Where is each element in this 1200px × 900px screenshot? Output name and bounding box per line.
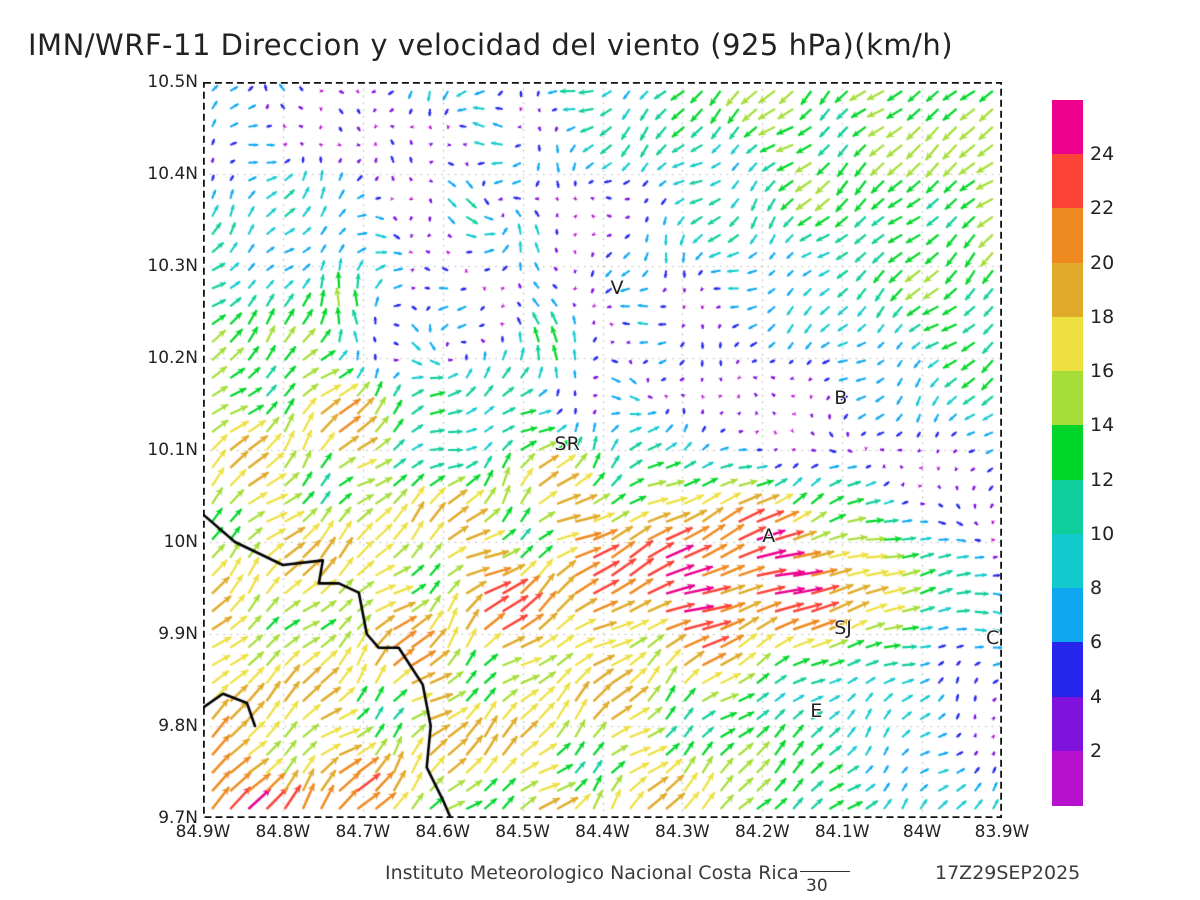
station-label-sj: SJ (834, 617, 852, 640)
x-axis-tick-label: 84.8W (255, 822, 311, 842)
colorbar-segment (1052, 208, 1083, 264)
vector-field-canvas (203, 82, 1002, 818)
station-label-sr: SR (554, 433, 580, 456)
station-label-e: E (810, 700, 823, 723)
colorbar-tick-label: 12 (1090, 468, 1115, 491)
station-label-a: A (762, 525, 776, 548)
colorbar-segment (1052, 154, 1083, 210)
colorbar-tick-label: 16 (1090, 360, 1115, 383)
colorbar-tick-label: 6 (1090, 631, 1103, 654)
colorbar-tick-label: 2 (1090, 739, 1103, 762)
colorbar-tick-label: 20 (1090, 251, 1115, 274)
colorbar-segment (1052, 479, 1083, 535)
colorbar-tick-label: 10 (1090, 522, 1115, 545)
x-axis-tick-label: 84.1W (814, 822, 870, 842)
colorbar-tick-label: 8 (1090, 577, 1103, 600)
colorbar-tick-label: 24 (1090, 143, 1115, 166)
scale-bar (800, 871, 850, 872)
colorbar-tick-label: 22 (1090, 197, 1115, 220)
y-axis-tick-label: 10.5N (147, 72, 198, 92)
x-axis-tick-label: 84.6W (415, 822, 471, 842)
y-axis-tick-label: 10.2N (147, 348, 198, 368)
colorbar-tick-label: 4 (1090, 685, 1103, 708)
y-axis-tick-label: 9.9N (158, 624, 198, 644)
x-axis-tick-label: 84W (902, 822, 942, 842)
y-axis-tick-label: 9.8N (158, 716, 198, 736)
x-axis-labels: 84.9W 84.8W 84.7W 84.6W 84.5W 84.4W 84.3W 84.2W… (176, 822, 1030, 850)
colorbar-segment (1052, 316, 1083, 372)
x-axis-tick-label: 84.9W (175, 822, 231, 842)
colorbar-segment (1052, 696, 1083, 752)
station-label-c: C (986, 626, 1000, 649)
y-axis-tick-label: 10.3N (147, 256, 198, 276)
wind-vector-plot: VBSRASJCIE (203, 82, 1002, 818)
x-axis-tick-label: 84.3W (655, 822, 710, 842)
colorbar-tick-labels: 24 22 20 18 16 14 12 10 8 6 4 2 (1052, 100, 1172, 805)
colorbar (1052, 100, 1083, 806)
y-axis-tick-label: 10.4N (147, 164, 198, 184)
colorbar-segment (1052, 642, 1083, 698)
x-axis-tick-label: 84.7W (335, 822, 391, 842)
page-title: IMN/WRF-11 Direccion y velocidad del vie… (28, 28, 954, 62)
colorbar-tick-label: 18 (1090, 305, 1115, 328)
colorbar-segment (1052, 371, 1083, 426)
colorbar-segment (1052, 533, 1083, 589)
colorbar-segment (1052, 100, 1083, 155)
footer-institution: Instituto Meteorologico Nacional Costa R… (385, 862, 799, 884)
colorbar-segment (1052, 588, 1083, 643)
footer-timestamp: 17Z29SEP2025 (935, 862, 1081, 884)
y-axis-labels: 10.5N 10.4N 10.3N 10.2N 10.1N 10N 9.9N 9.8N 9.7N (60, 72, 198, 828)
colorbar-tick-label: 14 (1090, 414, 1115, 437)
x-axis-tick-label: 84.2W (734, 822, 790, 842)
colorbar-segment (1052, 750, 1083, 806)
x-axis-tick-label: 84.4W (575, 822, 630, 842)
colorbar-segment (1052, 425, 1083, 481)
y-axis-tick-label: 9.7N (158, 808, 198, 828)
y-axis-tick-label: 10.1N (147, 440, 198, 460)
y-axis-tick-label: 10N (163, 532, 198, 552)
station-label-v: V (610, 277, 624, 299)
scale-reference-label: 30 (806, 876, 828, 896)
x-axis-tick-label: 84.5W (495, 822, 550, 842)
station-label-b: B (834, 387, 848, 410)
x-axis-tick-label: 83.9W (974, 822, 1030, 842)
colorbar-segment (1052, 262, 1083, 318)
